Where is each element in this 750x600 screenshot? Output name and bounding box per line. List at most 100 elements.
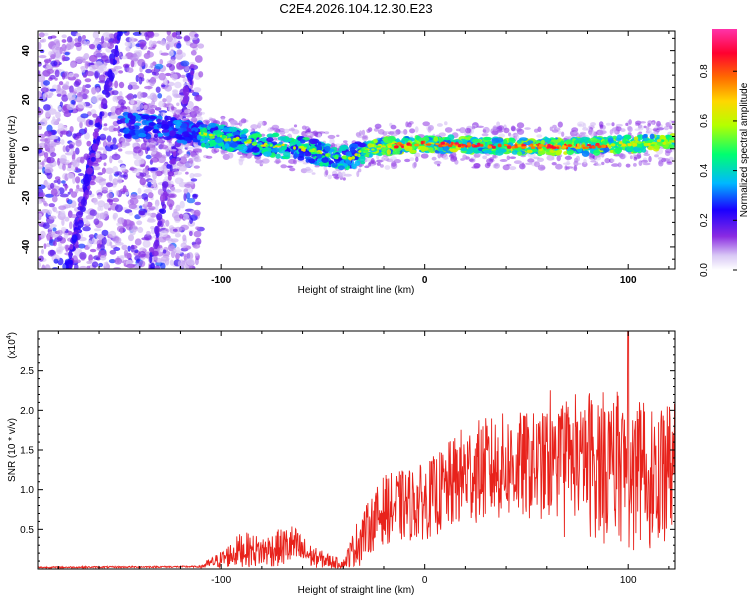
spectrogram-halo-blob — [471, 126, 476, 130]
spectrogram-noise-blob — [169, 259, 174, 266]
spectrogram-noise-blob — [183, 153, 190, 158]
spectrogram-noise-blob — [197, 43, 205, 49]
spectrogram-halo-blob — [293, 124, 298, 128]
colorbar-tick-label: 0.2 — [699, 213, 710, 227]
spectrogram-noise-blob — [141, 77, 145, 82]
spectrogram-streak-blob — [162, 183, 167, 192]
spectrogram-streak-blob — [94, 122, 101, 128]
spectrogram-ridge-blob — [517, 151, 522, 157]
spectrogram-halo-blob — [436, 123, 443, 127]
spectrogram-ridge-blob — [472, 148, 480, 154]
spectrogram-ridge-blob — [224, 142, 230, 149]
spectrogram-noise-blob — [111, 90, 119, 96]
spectrogram-noise-blob — [185, 171, 189, 175]
spectrogram-ridge-blob — [433, 136, 438, 142]
spectrogram-halo-blob — [476, 153, 482, 156]
spectrogram-halo-blob — [506, 163, 512, 167]
spectrogram-core-blob — [382, 145, 386, 148]
spectrogram-core-blob — [595, 143, 599, 147]
spectrogram-noise-blob — [106, 135, 112, 143]
spectrogram-noise-blob — [127, 245, 131, 252]
spectrogram-ridge-blob — [358, 155, 366, 163]
spectrogram-core-blob — [244, 141, 248, 144]
spectrogram-noise-blob — [194, 201, 201, 206]
spectrogram-streak-blob — [154, 225, 159, 235]
spectrogram-noise-blob — [137, 58, 146, 67]
spectrogram-ylabel: Frequency (Hz) — [7, 116, 18, 185]
spectrogram-noise-blob — [109, 155, 113, 164]
spectrogram-ridge-blob — [449, 148, 459, 153]
spectrogram-halo-blob — [141, 142, 146, 149]
spectrogram-core-blob — [597, 145, 602, 149]
spectrogram-halo-blob — [497, 125, 504, 131]
spectrogram-noise-blob — [59, 210, 66, 217]
spectrogram-noise-blob — [47, 231, 56, 236]
spectrogram-halo-blob — [437, 152, 442, 159]
spectrogram-noise-blob — [150, 62, 154, 69]
spectrogram-halo-blob — [633, 163, 637, 167]
spectrogram-noise-blob — [60, 139, 65, 145]
spectrogram-core-blob — [521, 146, 527, 149]
spectrogram-noise-blob — [128, 203, 137, 209]
spectrogram-noise-blob — [117, 159, 123, 164]
spectrogram-noise-blob — [126, 263, 135, 269]
spectrogram-noise-blob — [84, 61, 89, 69]
spectrogram-noise-blob — [112, 178, 119, 186]
spectrogram-halo-blob — [325, 169, 329, 176]
spectrogram-noise-blob — [114, 80, 119, 89]
spectrogram-ridge-blob — [404, 145, 413, 152]
spectrogram-ridge-blob — [304, 152, 312, 157]
spectrogram-halo-blob — [671, 120, 675, 124]
spectrogram-noise-blob — [146, 230, 151, 236]
spectrogram-noise-blob — [52, 227, 57, 232]
chart-title: C2E4.2026.104.12.30.E23 — [279, 1, 432, 16]
spectrogram-halo-blob — [414, 126, 419, 133]
spectrogram-noise-blob — [119, 226, 123, 234]
spectrogram-halo-blob — [496, 121, 500, 127]
spectrogram-noise-blob — [52, 116, 56, 122]
spectrogram-halo-blob — [342, 177, 346, 181]
spectrogram-noise-blob — [71, 158, 77, 166]
spectrogram-halo-blob — [508, 166, 517, 171]
spectrogram-noise-blob — [108, 230, 117, 238]
spectrogram-noise-blob — [38, 74, 46, 83]
spectrogram-core-blob — [221, 136, 226, 139]
spectrogram-ridge-blob — [409, 149, 417, 154]
spectrogram-ridge-blob — [240, 134, 247, 138]
spectrogram-noise-blob — [66, 36, 73, 43]
spectrogram-noise-blob — [86, 265, 91, 269]
spectrogram-halo-blob — [266, 128, 273, 132]
spectrogram-marks — [38, 31, 675, 269]
spectrogram-ridge-blob — [511, 150, 519, 155]
spectrogram-noise-blob — [102, 42, 111, 48]
spectrogram-halo-blob — [376, 162, 381, 166]
snr-ytick-label: 1.5 — [20, 446, 34, 457]
spectrogram-noise-blob — [108, 259, 116, 264]
spectrogram-halo-blob — [503, 127, 510, 134]
snr-xlabel: Height of straight line (km) — [298, 585, 415, 596]
spectrogram-core-blob — [281, 143, 285, 147]
spectrogram-noise-blob — [125, 46, 131, 52]
spectrogram-noise-blob — [88, 54, 98, 63]
spectrogram-noise-blob — [180, 224, 190, 231]
spectrogram-noise-blob — [58, 205, 67, 210]
spectrogram-noise-blob — [76, 96, 81, 101]
spectrogram-ridge-blob — [612, 135, 618, 140]
spectrogram-halo-blob — [393, 159, 401, 164]
spectrogram-noise-blob — [69, 188, 73, 193]
spectrogram-ridge-blob — [242, 128, 249, 134]
spectrogram-noise-blob — [171, 32, 178, 38]
spectrogram-noise-blob — [112, 214, 116, 220]
spectrogram-noise-blob — [190, 50, 197, 56]
spectrogram-halo-blob — [291, 129, 300, 135]
spectrogram-halo-blob — [137, 111, 144, 115]
spectrogram-halo-blob — [601, 161, 605, 166]
spectrogram-core-blob — [632, 141, 638, 144]
spectrogram-noise-blob — [59, 193, 69, 198]
spectrogram-noise-blob — [91, 162, 100, 167]
spectrogram-core-blob — [376, 145, 381, 148]
spectrogram-noise-blob — [171, 73, 178, 81]
spectrogram-noise-blob — [64, 184, 69, 189]
spectrogram-halo-blob — [521, 162, 525, 168]
spectrogram-noise-blob — [41, 38, 47, 43]
